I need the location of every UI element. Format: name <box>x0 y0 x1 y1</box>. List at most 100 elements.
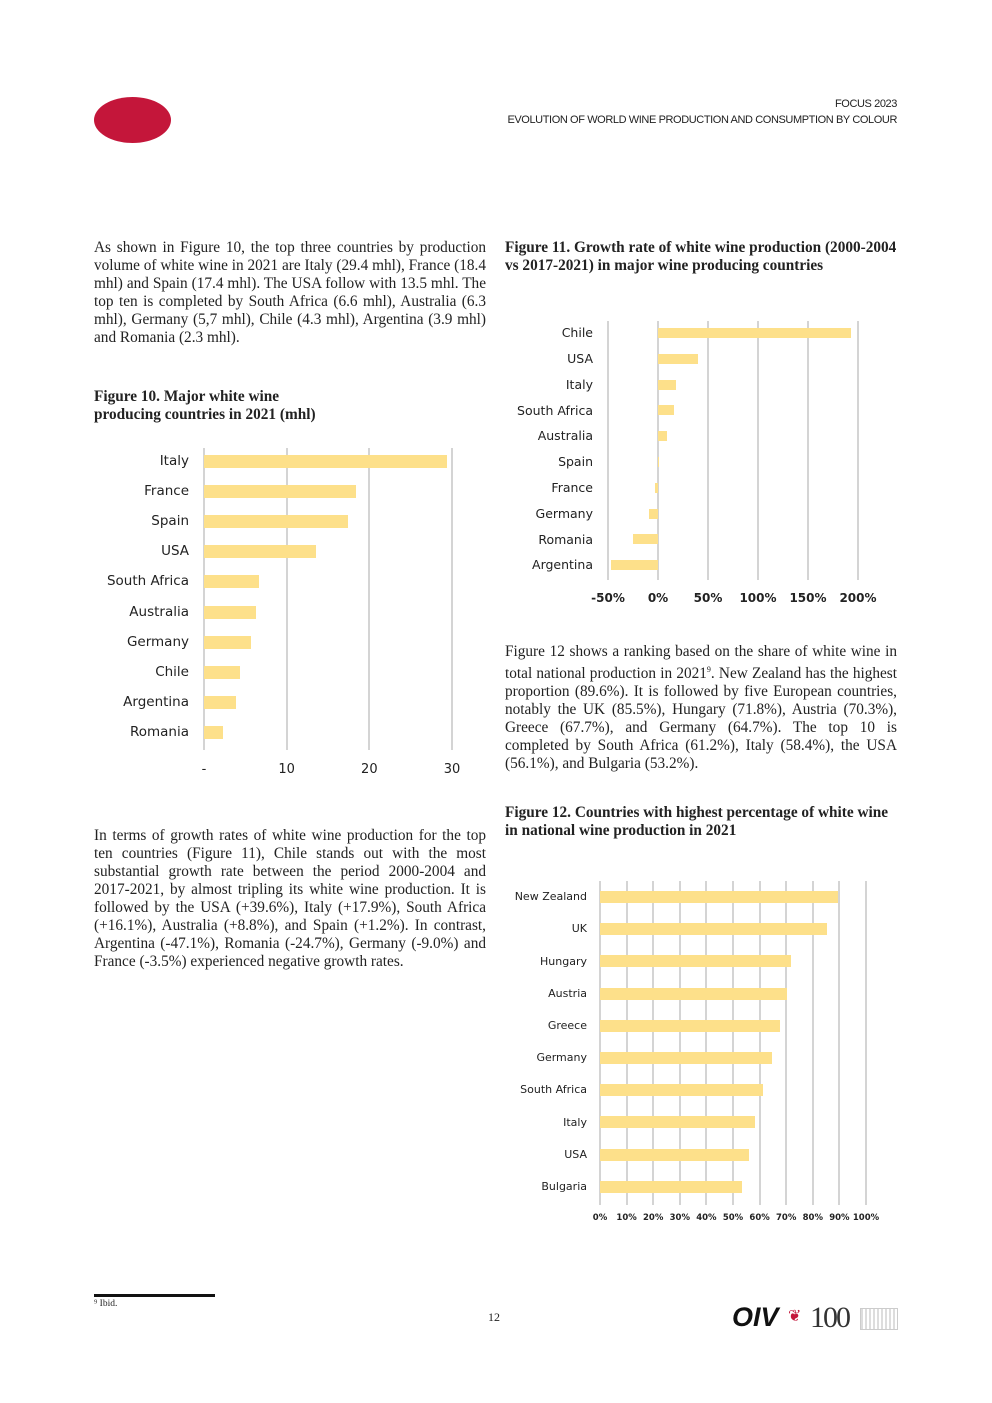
category-label: Chile <box>561 325 593 341</box>
bar <box>658 405 675 416</box>
bar <box>600 1180 742 1193</box>
gridline <box>758 881 761 1205</box>
category-label: Australia <box>129 603 189 620</box>
page-number: 12 <box>488 1310 500 1324</box>
gridline <box>707 321 709 580</box>
gridline <box>807 321 809 580</box>
bar <box>204 514 348 528</box>
category-label: Hungary <box>540 954 587 968</box>
bar <box>600 1084 763 1097</box>
category-label: South Africa <box>517 402 593 418</box>
paragraph-fig12-intro: Figure 12 shows a ranking based on the s… <box>505 643 897 773</box>
bar <box>600 891 839 903</box>
category-label: Romania <box>129 724 189 741</box>
gridline <box>285 448 288 750</box>
gridline <box>203 448 205 750</box>
category-label: Argentina <box>532 557 593 573</box>
gridline <box>607 321 609 580</box>
paragraph-text-b: . New Zealand has the highest proportion… <box>505 665 898 773</box>
bar <box>658 431 667 442</box>
x-tick-label: -50% <box>591 591 625 605</box>
gridline <box>678 881 681 1205</box>
x-tick-label: 50% <box>693 591 723 605</box>
x-tick-label: 60% <box>749 1213 770 1223</box>
paragraph-growth-rates: In terms of growth rates of white wine p… <box>94 827 486 970</box>
x-tick-label: 70% <box>776 1213 797 1223</box>
gridline <box>625 881 628 1205</box>
gridline <box>368 448 371 750</box>
bar <box>204 545 316 559</box>
x-tick-label: 100% <box>852 1213 880 1223</box>
category-label: USA <box>567 351 593 367</box>
bar <box>658 328 851 338</box>
category-label: Chile <box>155 664 189 681</box>
figure-10-title-line2: producing countries in 2021 (mhl) <box>94 406 316 423</box>
category-label: UK <box>571 922 587 936</box>
x-tick-label: 100% <box>739 591 777 605</box>
category-label: Germany <box>126 633 189 650</box>
x-tick-label: 20% <box>643 1213 664 1223</box>
bar <box>204 696 237 710</box>
bar <box>658 457 660 467</box>
category-label: Australia <box>537 428 593 444</box>
x-tick-label: 200% <box>839 591 877 605</box>
brand-logo-blob <box>94 97 171 143</box>
gridline <box>785 881 788 1205</box>
figure-11-title: Figure 11. Growth rate of white wine pro… <box>505 239 897 274</box>
category-label: Romania <box>538 531 593 547</box>
gridline <box>599 881 601 1205</box>
category-label: Germany <box>536 1051 587 1065</box>
category-label: Austria <box>548 986 587 1000</box>
bar <box>600 1052 773 1064</box>
category-label: France <box>144 482 189 499</box>
category-label: South Africa <box>520 1083 587 1097</box>
bar <box>600 923 828 936</box>
figure-10-title: Figure 10. Major white wine producing co… <box>94 388 486 424</box>
figure-10-title-line1: Figure 10. Major white wine <box>94 388 280 405</box>
bar <box>204 484 357 498</box>
oiv-logo: OIV <box>732 1302 779 1332</box>
bar <box>649 508 658 519</box>
category-label: Spain <box>558 454 593 470</box>
gridline <box>757 321 759 580</box>
category-label: Greece <box>547 1018 587 1032</box>
figure-12-title: Figure 12. Countries with highest percen… <box>505 804 889 839</box>
x-tick-label: 0% <box>592 1213 608 1223</box>
gridline <box>732 881 734 1205</box>
bar <box>600 1148 750 1161</box>
category-label: South Africa <box>106 573 189 590</box>
gridline <box>811 881 814 1205</box>
gridline <box>705 881 708 1205</box>
x-tick-label: 10 <box>278 762 295 777</box>
bar <box>204 665 240 679</box>
bar <box>600 1019 781 1032</box>
paragraph-text-a: Figure 12 shows a ranking based on the s… <box>505 643 897 683</box>
x-tick-label: 10% <box>616 1213 637 1223</box>
bar <box>600 955 791 968</box>
category-label: France <box>551 480 593 496</box>
gridline <box>451 448 453 750</box>
category-label: Bulgaria <box>541 1179 587 1193</box>
building-icon <box>860 1308 898 1330</box>
x-tick-label: 40% <box>696 1213 717 1223</box>
bar <box>658 379 676 390</box>
bar <box>633 534 658 545</box>
gridline <box>657 321 659 580</box>
x-tick-label: 0% <box>647 591 669 605</box>
gridline <box>838 881 841 1205</box>
footnote-divider <box>94 1294 215 1297</box>
x-tick-label: 30 <box>443 762 461 777</box>
category-label: Spain <box>151 513 189 530</box>
bar <box>204 575 259 589</box>
gridline <box>857 321 859 580</box>
gridline <box>865 881 867 1205</box>
oiv-100-logo: 100 <box>810 1301 851 1334</box>
header-focus: FOCUS 2023 <box>834 98 897 110</box>
bar <box>204 454 448 468</box>
bar <box>204 726 223 740</box>
category-label: Italy <box>565 376 593 392</box>
category-label: USA <box>564 1147 587 1161</box>
footnote-ref[interactable]: 9 <box>706 665 711 674</box>
x-tick-label: 80% <box>802 1213 823 1223</box>
x-tick-label: 150% <box>789 591 827 605</box>
